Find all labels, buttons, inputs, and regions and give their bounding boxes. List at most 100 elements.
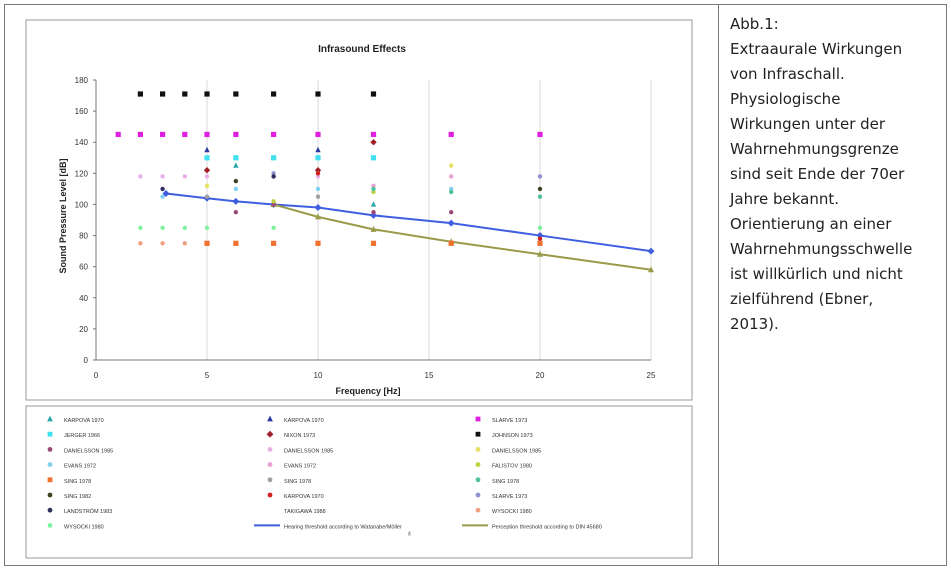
- data-point: [271, 240, 277, 246]
- legend-label: LANDSTRÖM 1983: [64, 508, 112, 515]
- y-tick-label: 100: [75, 200, 89, 209]
- data-point: [315, 171, 321, 176]
- data-point: [160, 131, 166, 138]
- figure-caption: Abb.1: Extraaurale Wirkungen von Infrascha…: [730, 12, 946, 337]
- data-point: [204, 155, 210, 161]
- legend-marker: [475, 477, 481, 483]
- legend-label: TAKIGAWA 1988: [284, 509, 326, 515]
- legend-marker: [267, 462, 273, 467]
- legend-marker: [266, 430, 274, 438]
- x-tick-label: 0: [94, 371, 99, 380]
- data-point: [182, 131, 188, 138]
- data-point: [449, 186, 454, 192]
- threshold-point: [232, 197, 240, 205]
- data-point: [204, 174, 210, 179]
- data-point: [160, 174, 165, 179]
- legend-marker: [47, 431, 53, 437]
- data-point: [537, 194, 543, 199]
- data-point: [204, 194, 210, 199]
- legend-label: SING 1978: [64, 479, 91, 485]
- legend-marker: [267, 415, 273, 422]
- data-point: [537, 236, 543, 241]
- legend-marker: [475, 492, 481, 498]
- x-tick-label: 10: [314, 371, 323, 380]
- legend-label: Hearing threshold according to Watanabe/…: [284, 524, 402, 530]
- legend-label: DANIELSSON 1985: [64, 448, 113, 454]
- data-point: [370, 155, 377, 161]
- caption-line: Wahrnehmungsgrenze: [730, 140, 899, 158]
- data-point: [371, 210, 376, 215]
- legend-marker: [47, 507, 53, 513]
- data-point: [370, 131, 377, 138]
- data-point: [370, 91, 377, 97]
- data-point: [204, 131, 210, 138]
- data-point: [271, 174, 276, 179]
- data-point: [160, 194, 165, 199]
- data-point: [160, 186, 165, 192]
- data-point: [204, 146, 210, 153]
- legend-label: DANIELSSON 1985: [284, 448, 333, 454]
- data-point: [315, 91, 321, 97]
- threshold-point: [647, 247, 655, 255]
- data-point: [204, 240, 210, 246]
- data-point: [370, 240, 377, 246]
- threshold-point: [537, 250, 543, 257]
- x-tick-label: 20: [536, 371, 545, 380]
- data-point: [138, 241, 143, 246]
- legend-label: SLARVE 1973: [492, 494, 527, 500]
- data-point: [371, 189, 376, 195]
- data-point: [449, 163, 454, 168]
- legend-label: SLARVE 1973: [492, 418, 527, 424]
- data-point: [271, 171, 276, 176]
- legend-marker: [47, 462, 53, 467]
- data-point: [449, 210, 454, 215]
- legend-label: JERGER 1966: [64, 433, 100, 439]
- data-point: [314, 167, 322, 174]
- data-point: [160, 241, 165, 246]
- caption-line: Wirkungen unter der: [730, 115, 886, 133]
- data-point: [182, 174, 187, 179]
- legend-marker: [47, 523, 53, 528]
- data-point: [138, 225, 143, 230]
- data-point: [233, 91, 239, 97]
- cursor-marker: ♁: [406, 528, 413, 538]
- data-point: [448, 240, 454, 246]
- y-tick-label: 160: [75, 107, 89, 116]
- legend-label: WYSOCKI 1980: [492, 509, 532, 515]
- threshold-point: [315, 213, 321, 220]
- legend-label: EVANS 1972: [284, 464, 316, 470]
- legend-label: SING 1982: [64, 494, 91, 500]
- caption-line: ist willkürlich und nicht: [730, 265, 903, 283]
- threshold-point: [314, 204, 322, 212]
- data-point: [370, 139, 377, 146]
- data-point: [537, 174, 543, 179]
- legend-marker: [475, 507, 481, 513]
- data-point: [537, 240, 543, 246]
- data-point: [138, 174, 143, 179]
- data-point: [233, 186, 239, 192]
- y-tick-label: 60: [79, 263, 88, 272]
- data-point: [315, 155, 321, 161]
- data-point: [449, 189, 454, 195]
- data-point: [371, 183, 376, 188]
- data-point: [371, 186, 376, 192]
- data-point: [204, 225, 210, 230]
- y-axis-label: Sound Pressure Level [dB]: [58, 158, 68, 273]
- data-point: [315, 131, 321, 138]
- chart-panel: Infrasound Effects Frequency [Hz] Sound …: [8, 8, 710, 562]
- threshold-point: [536, 232, 544, 240]
- legend-label: KARPOVA 1970: [284, 494, 324, 500]
- data-point: [271, 202, 276, 207]
- chart-title: Infrasound Effects: [318, 44, 406, 55]
- data-point: [182, 241, 187, 246]
- y-tick-label: 0: [84, 356, 89, 365]
- data-point: [370, 201, 377, 207]
- legend-marker: [267, 447, 273, 452]
- legend-marker: [47, 477, 53, 483]
- data-point: [203, 167, 211, 174]
- legend-label: SING 1978: [492, 479, 519, 485]
- legend-label: KARPOVA 1970: [64, 418, 104, 424]
- data-point: [137, 91, 143, 97]
- x-axis-label: Frequency [Hz]: [335, 386, 400, 396]
- data-point: [115, 131, 121, 138]
